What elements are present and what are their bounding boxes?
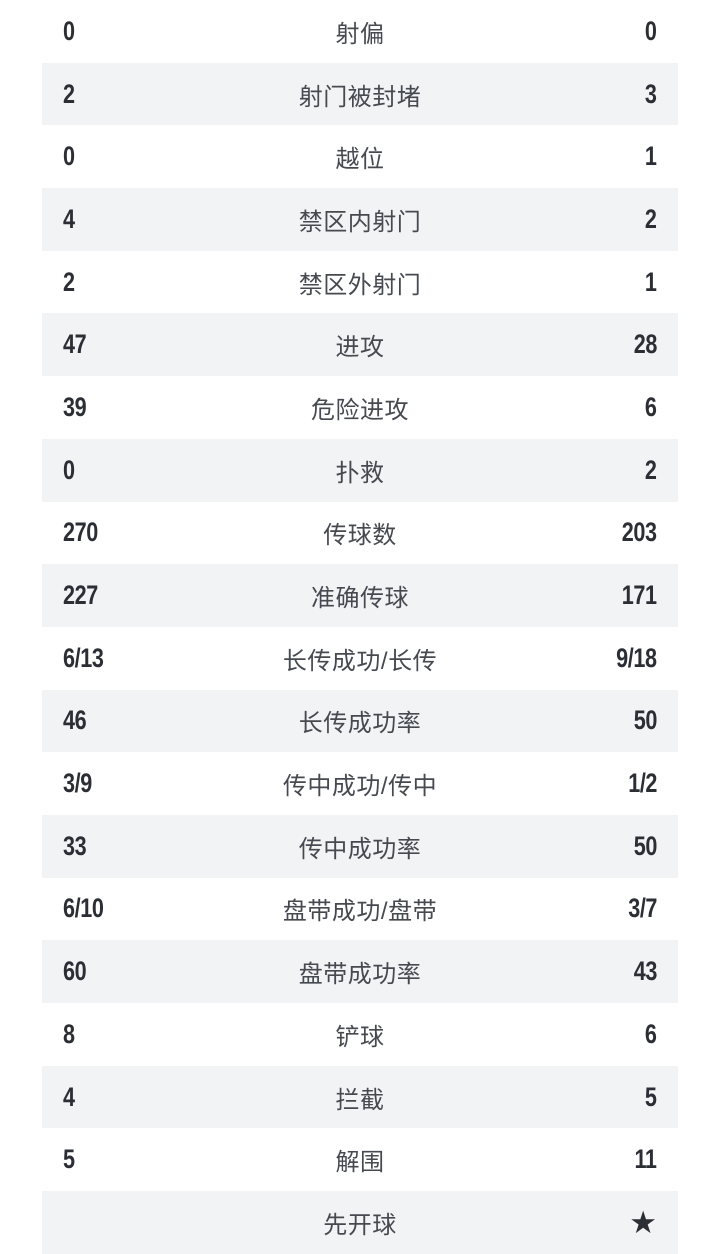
- home-value: 0: [63, 454, 75, 485]
- away-value: 3: [645, 78, 657, 109]
- stat-row: 4 拦截 5: [42, 1065, 678, 1129]
- stat-label: 解围: [335, 1149, 385, 1177]
- away-value: 2: [645, 454, 657, 485]
- home-value: 47: [63, 329, 87, 360]
- stat-label: 铲球: [335, 1023, 385, 1051]
- stat-row: 270 传球数 203: [42, 502, 678, 565]
- stat-row: 47 进攻 28: [42, 313, 678, 377]
- stat-label: 盘带成功/盘带: [282, 898, 438, 926]
- home-value: 6/13: [63, 642, 104, 673]
- home-value: 270: [63, 517, 98, 548]
- stat-label: 禁区内射门: [298, 208, 422, 236]
- stat-row: 2 射门被封堵 3: [42, 62, 678, 126]
- stat-label: 传中成功率: [298, 835, 422, 863]
- stat-label: 准确传球: [311, 585, 409, 613]
- stat-label: 进攻: [335, 334, 385, 362]
- stat-row: 227 准确传球 171: [42, 564, 678, 627]
- kickoff-star-icon: ★: [629, 1204, 657, 1240]
- home-value: 5: [63, 1144, 75, 1175]
- stat-label: 越位: [335, 146, 385, 174]
- stat-label: 射门被封堵: [298, 83, 422, 111]
- stat-label: 拦截: [335, 1086, 385, 1114]
- away-value: 6: [645, 1018, 657, 1049]
- away-value: 1: [645, 266, 657, 297]
- home-value: 0: [63, 15, 75, 46]
- stat-label: 危险进攻: [311, 396, 409, 424]
- home-value: 60: [63, 956, 87, 987]
- home-value: 0: [63, 141, 75, 172]
- stat-row: 6/10 盘带成功/盘带 3/7: [42, 878, 678, 941]
- stat-label: 传中成功/传中: [282, 773, 438, 801]
- home-value: 46: [63, 705, 87, 736]
- stat-row: 0 越位 1: [42, 125, 678, 188]
- home-value: 4: [63, 1081, 75, 1112]
- home-value: 6/10: [63, 893, 104, 924]
- stat-row: 4 禁区内射门 2: [42, 188, 678, 251]
- home-value: 4: [63, 203, 75, 234]
- away-value: 2: [645, 203, 657, 234]
- stat-label: 传球数: [323, 522, 397, 550]
- home-value: 227: [63, 580, 98, 611]
- stat-row: 8 铲球 6: [42, 1003, 678, 1066]
- stat-row: 6/13 长传成功/长传 9/18: [42, 627, 678, 690]
- home-value: 2: [63, 78, 75, 109]
- stat-row: 33 传中成功率 50: [42, 814, 678, 878]
- stat-label: 射偏: [335, 20, 385, 48]
- away-value: 0: [645, 15, 657, 46]
- away-value: 50: [633, 705, 658, 736]
- stat-row: 5 解围 11: [42, 1128, 678, 1191]
- home-value: 2: [63, 266, 75, 297]
- away-value: 171: [622, 580, 657, 611]
- away-value: 9/18: [616, 642, 658, 673]
- stat-row: 3/9 传中成功/传中 1/2: [42, 752, 678, 815]
- stat-label: 扑救: [335, 459, 385, 487]
- away-value: 11: [634, 1144, 657, 1175]
- away-value: 1: [645, 141, 657, 172]
- stat-row: 46 长传成功率 50: [42, 689, 678, 753]
- stat-label: 先开球: [323, 1211, 397, 1239]
- stat-label: 盘带成功率: [298, 961, 422, 989]
- stat-row: 60 盘带成功率 43: [42, 940, 678, 1003]
- away-value: 203: [622, 517, 657, 548]
- kickoff-row: 先开球 ★: [42, 1191, 678, 1254]
- stat-label: 长传成功/长传: [282, 647, 438, 675]
- stat-row: 0 扑救 2: [42, 438, 678, 502]
- stat-label: 长传成功率: [298, 710, 422, 738]
- away-value: 1/2: [628, 768, 657, 799]
- stat-row: 39 危险进攻 6: [42, 376, 678, 439]
- away-value: 50: [633, 830, 658, 861]
- stat-label: 禁区外射门: [298, 271, 422, 299]
- stat-row: 2 禁区外射门 1: [42, 251, 678, 314]
- away-value: 6: [645, 391, 657, 422]
- home-value: 39: [63, 391, 87, 422]
- home-value: 33: [63, 830, 87, 861]
- away-value: 28: [633, 329, 658, 360]
- home-value: 3/9: [63, 768, 92, 799]
- home-value: 8: [63, 1018, 75, 1049]
- away-value: 3/7: [628, 893, 657, 924]
- stat-row: 0 射偏 0: [42, 0, 678, 63]
- away-value: 43: [633, 956, 658, 987]
- away-value: 5: [645, 1081, 657, 1112]
